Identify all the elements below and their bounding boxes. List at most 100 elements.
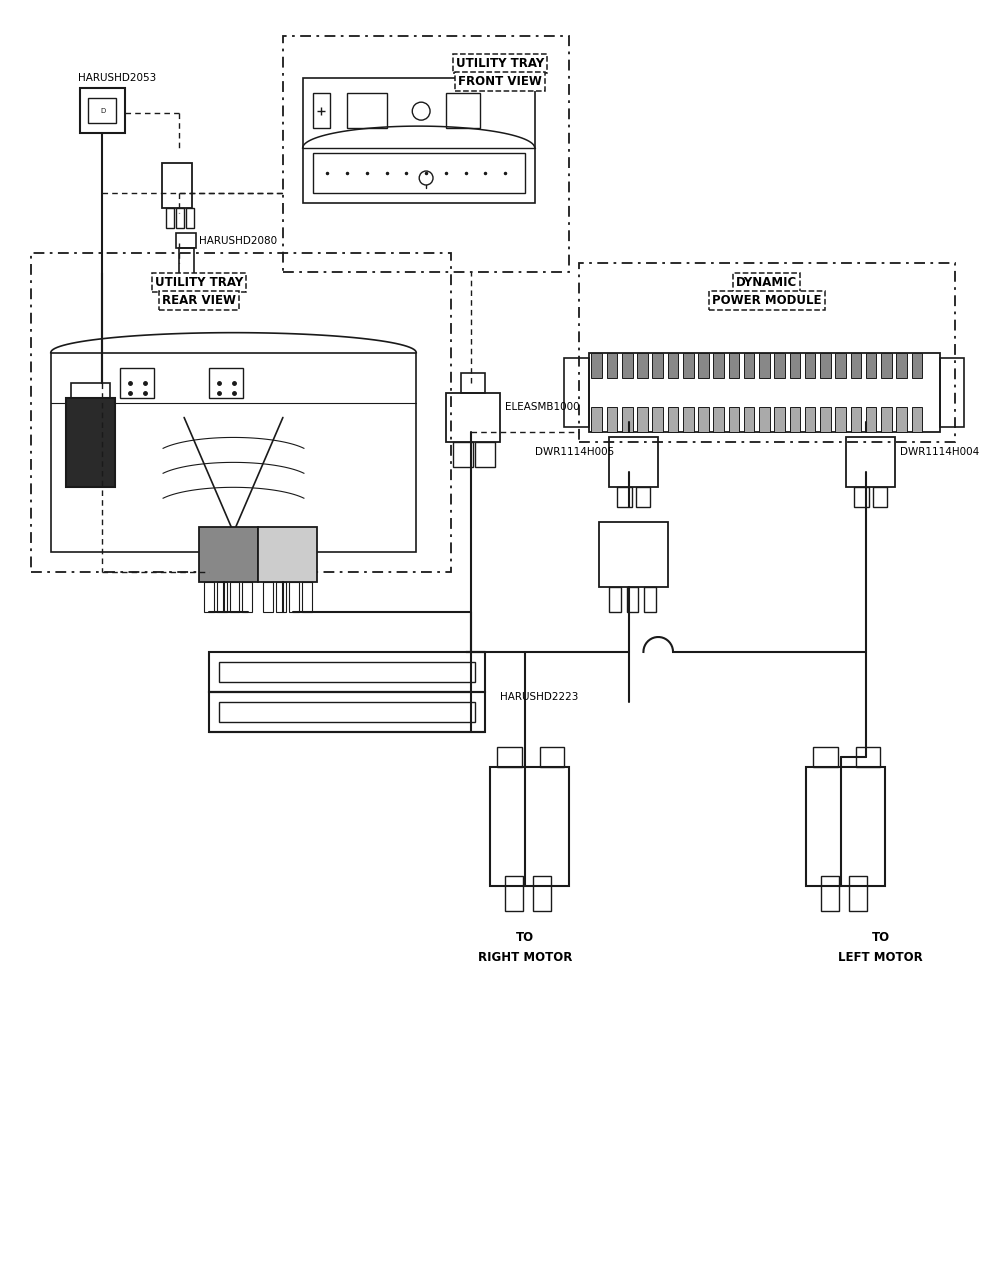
Bar	[209, 367, 243, 398]
Bar	[209, 653, 485, 692]
Bar	[176, 208, 184, 228]
Bar	[866, 408, 876, 432]
Bar	[490, 767, 569, 887]
Bar	[668, 408, 678, 432]
Bar	[219, 661, 475, 682]
Bar	[176, 233, 196, 248]
Bar	[683, 408, 694, 432]
Bar	[242, 582, 252, 612]
Bar	[540, 746, 564, 767]
Bar	[636, 488, 650, 507]
Bar	[289, 582, 299, 612]
Bar	[258, 527, 317, 582]
Bar	[219, 702, 475, 722]
Bar	[896, 352, 907, 378]
Bar	[120, 367, 154, 398]
Bar	[263, 582, 273, 612]
Bar	[652, 352, 663, 378]
Text: FRONT VIEW: FRONT VIEW	[458, 75, 542, 87]
Bar	[652, 408, 663, 432]
Bar	[637, 352, 648, 378]
Bar	[881, 408, 892, 432]
Bar	[31, 253, 451, 573]
Bar	[446, 94, 480, 128]
Bar	[88, 98, 116, 123]
Text: DWR1114H005: DWR1114H005	[535, 447, 614, 457]
Text: UTILITY TRAY: UTILITY TRAY	[456, 57, 544, 70]
Bar	[820, 352, 831, 378]
Text: TO: TO	[871, 931, 890, 944]
Bar	[881, 352, 892, 378]
Bar	[759, 352, 770, 378]
Bar	[790, 408, 800, 432]
Bar	[713, 408, 724, 432]
Bar	[622, 352, 633, 378]
Bar	[283, 37, 569, 272]
Text: ELEASMB1000: ELEASMB1000	[505, 403, 580, 413]
Bar	[313, 153, 525, 193]
Text: RIGHT MOTOR: RIGHT MOTOR	[478, 952, 572, 964]
Bar	[896, 408, 907, 432]
Bar	[80, 89, 125, 133]
Text: LEFT MOTOR: LEFT MOTOR	[838, 952, 923, 964]
Bar	[609, 587, 621, 612]
Text: DWR1114H004: DWR1114H004	[900, 447, 979, 457]
Text: HARUSHD2080: HARUSHD2080	[199, 236, 277, 246]
Bar	[854, 488, 869, 507]
Bar	[866, 352, 876, 378]
Bar	[591, 352, 602, 378]
Bar	[209, 692, 485, 732]
Bar	[313, 94, 330, 128]
Bar	[475, 442, 495, 468]
Bar	[846, 437, 895, 488]
Bar	[607, 408, 617, 432]
Bar	[347, 94, 387, 128]
Bar	[533, 877, 551, 911]
Bar	[744, 352, 754, 378]
Bar	[820, 408, 831, 432]
Bar	[805, 352, 815, 378]
Bar	[276, 582, 286, 612]
Bar	[940, 357, 964, 427]
Text: HARUSHD2223: HARUSHD2223	[500, 692, 579, 702]
Bar	[302, 582, 312, 612]
Bar	[873, 488, 887, 507]
Bar	[66, 398, 115, 488]
Bar	[713, 352, 724, 378]
Bar	[461, 372, 485, 393]
Bar	[851, 352, 861, 378]
Text: UTILITY TRAY: UTILITY TRAY	[155, 276, 243, 289]
Bar	[849, 877, 867, 911]
Bar	[637, 408, 648, 432]
Bar	[683, 352, 694, 378]
Bar	[204, 582, 214, 612]
Bar	[71, 383, 110, 398]
Text: HARUSHD2053: HARUSHD2053	[78, 73, 157, 84]
Bar	[230, 582, 239, 612]
Bar	[851, 408, 861, 432]
Bar	[453, 442, 473, 468]
Bar	[199, 527, 258, 582]
Bar	[774, 408, 785, 432]
Bar	[806, 767, 885, 887]
Bar	[813, 746, 838, 767]
Bar	[912, 408, 922, 432]
Bar	[744, 408, 754, 432]
Bar	[591, 408, 602, 432]
Text: DYNAMIC: DYNAMIC	[736, 276, 797, 289]
Text: POWER MODULE: POWER MODULE	[712, 294, 822, 307]
Bar	[166, 208, 174, 228]
Text: D: D	[100, 108, 105, 114]
Bar	[505, 877, 523, 911]
Bar	[607, 352, 617, 378]
Bar	[599, 522, 668, 587]
Bar	[835, 352, 846, 378]
Bar	[729, 408, 739, 432]
Bar	[186, 208, 194, 228]
Bar	[729, 352, 739, 378]
Bar	[162, 163, 192, 208]
Bar	[497, 746, 522, 767]
Bar	[579, 262, 955, 442]
Bar	[622, 408, 633, 432]
Bar	[759, 408, 770, 432]
